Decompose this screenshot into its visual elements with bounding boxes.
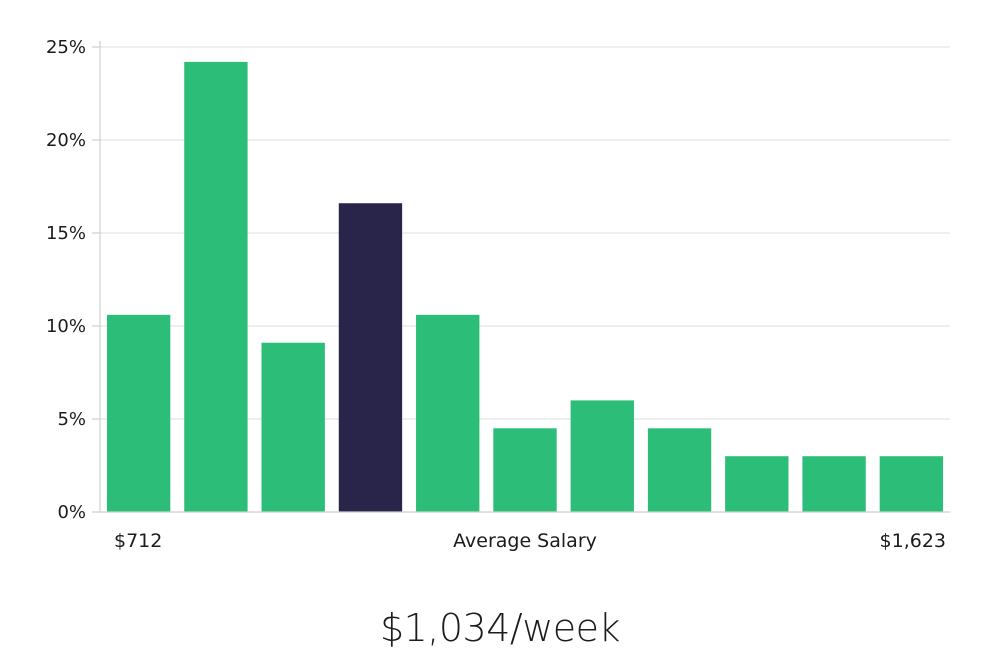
x-axis-title: Average Salary bbox=[453, 530, 597, 552]
x-axis-min-label: $712 bbox=[114, 530, 162, 552]
bar bbox=[106, 314, 171, 512]
y-tick-label: 20% bbox=[46, 130, 86, 151]
bar bbox=[647, 428, 712, 512]
average-salary-value: $1,034/week bbox=[379, 606, 621, 650]
bar bbox=[493, 428, 557, 512]
salary-histogram-chart: 0% 5% 10% 15% 20% 25% $712 Average Salary $1,… bbox=[46, 37, 950, 552]
bar bbox=[261, 342, 325, 512]
y-tick-label: 10% bbox=[46, 316, 86, 337]
y-tick-label: 5% bbox=[57, 409, 86, 430]
y-tick-label: 0% bbox=[57, 502, 86, 523]
x-axis-max-label: $1,623 bbox=[880, 530, 946, 552]
bar bbox=[570, 400, 634, 512]
bars bbox=[106, 61, 944, 513]
bar bbox=[416, 314, 480, 512]
bar bbox=[184, 61, 248, 512]
bar bbox=[802, 456, 866, 512]
bar bbox=[725, 456, 789, 512]
y-tick-label: 15% bbox=[46, 223, 86, 244]
y-tick-label: 25% bbox=[46, 37, 86, 58]
bar bbox=[879, 456, 944, 512]
bar-highlight bbox=[338, 203, 403, 513]
y-axis-tick-labels: 0% 5% 10% 15% 20% 25% bbox=[46, 37, 86, 523]
